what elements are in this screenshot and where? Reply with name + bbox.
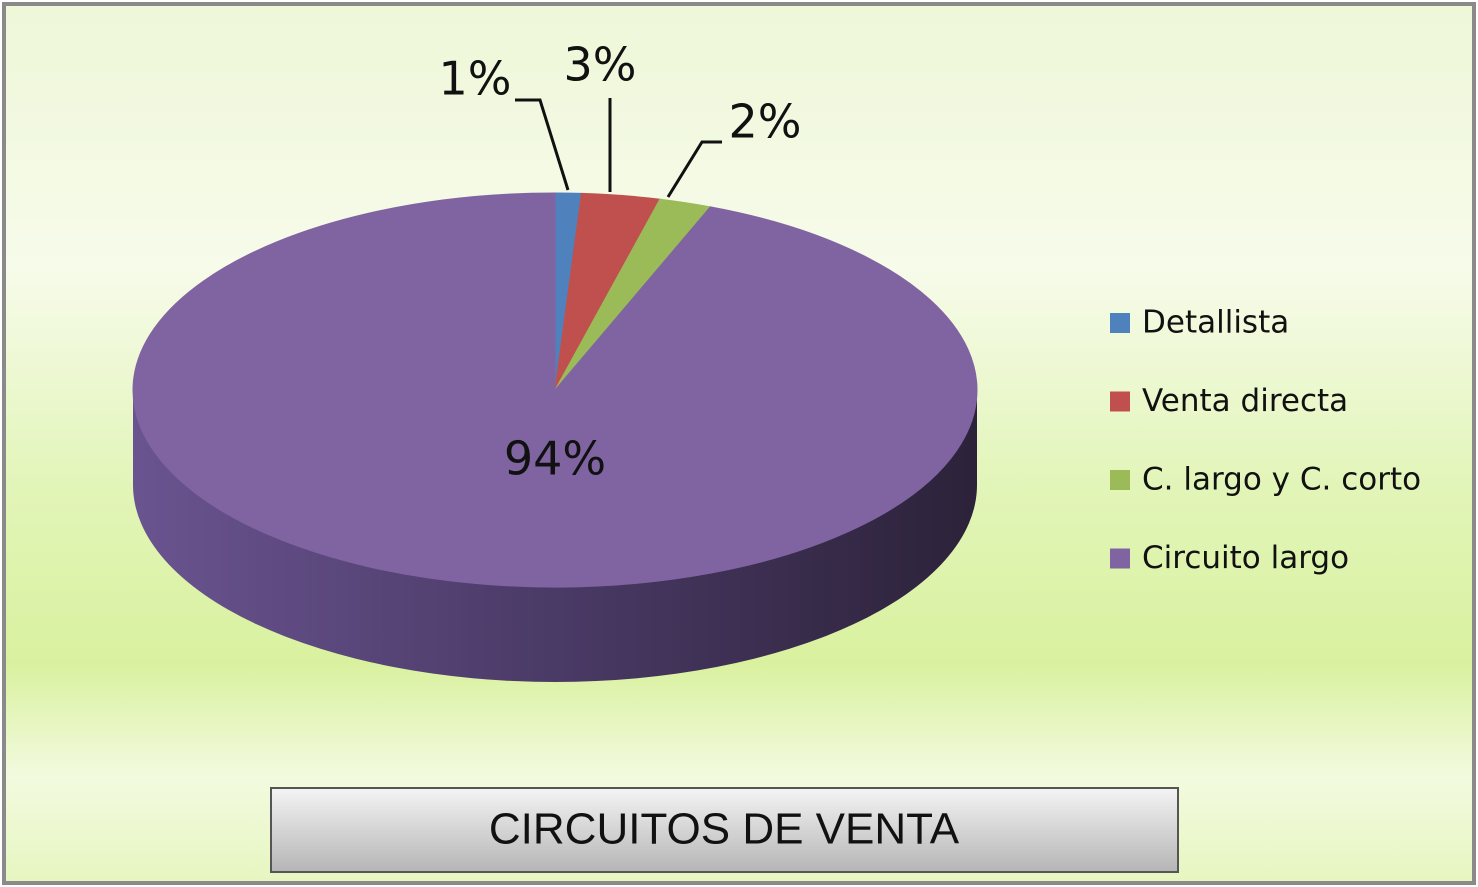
legend: Detallista Venta directa C. largo y C. cor… bbox=[1110, 305, 1421, 576]
legend-label: Venta directa bbox=[1142, 383, 1348, 419]
data-label: 3% bbox=[564, 38, 637, 92]
title-box bbox=[270, 787, 1179, 873]
leader-line bbox=[666, 140, 722, 198]
legend-label: Circuito largo bbox=[1142, 540, 1349, 576]
leader-line bbox=[515, 98, 570, 191]
legend-swatch bbox=[1110, 548, 1130, 569]
data-label: 94% bbox=[504, 432, 606, 486]
legend-label: C. largo y C. corto bbox=[1142, 462, 1421, 498]
legend-swatch bbox=[1110, 470, 1130, 490]
pie-slice bbox=[132, 192, 978, 588]
data-label: 1% bbox=[439, 52, 512, 106]
legend-swatch bbox=[1110, 391, 1130, 412]
leader-lines bbox=[515, 98, 722, 198]
pie-side bbox=[133, 390, 977, 682]
legend-swatch bbox=[1110, 313, 1130, 333]
pie bbox=[132, 192, 978, 682]
legend-label: Detallista bbox=[1142, 305, 1289, 341]
data-label: 2% bbox=[729, 95, 802, 149]
labels: 1% 3% 2% 94% bbox=[439, 38, 802, 486]
chart-title: CIRCUITOS DE VENTA bbox=[489, 805, 960, 854]
